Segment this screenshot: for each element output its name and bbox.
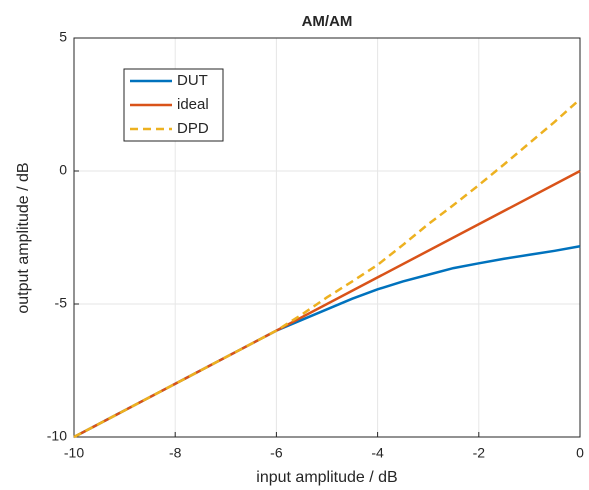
y-axis-label: output amplitude / dB bbox=[15, 162, 32, 313]
legend-label: ideal bbox=[177, 96, 209, 113]
x-tick-label: -4 bbox=[371, 445, 384, 461]
axes-box bbox=[73, 37, 581, 438]
legend-label: DPD bbox=[177, 120, 209, 137]
x-tick-label: 0 bbox=[576, 445, 584, 461]
legend-label: DUT bbox=[177, 72, 208, 89]
data-line bbox=[73, 98, 581, 439]
x-axis-label: input amplitude / dB bbox=[256, 469, 397, 486]
x-tick-label: -2 bbox=[473, 445, 486, 461]
x-tick-label: -6 bbox=[270, 445, 283, 461]
y-tick-label: -5 bbox=[55, 295, 68, 311]
x-tick-label: -10 bbox=[64, 445, 84, 461]
y-tick-label: 5 bbox=[59, 29, 67, 45]
y-tick-label: 0 bbox=[59, 162, 67, 178]
x-tick-label: -8 bbox=[169, 445, 182, 461]
chart-title: AM/AM bbox=[302, 13, 353, 30]
y-tick-label: -10 bbox=[47, 428, 67, 444]
